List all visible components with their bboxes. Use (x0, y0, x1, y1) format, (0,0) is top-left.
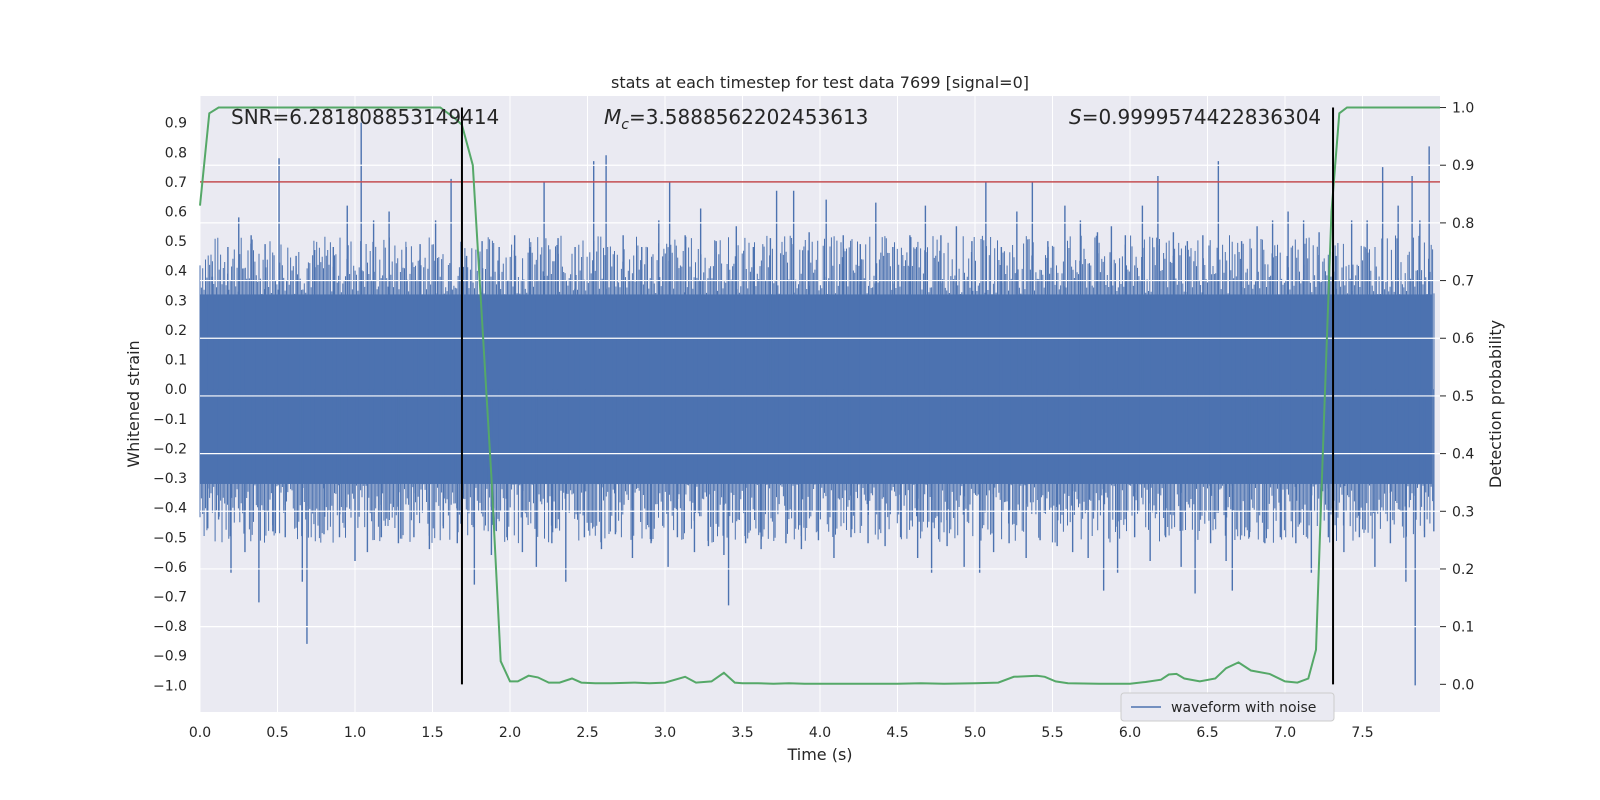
x-axis-ticks: 0.0 0.5 1.0 1.5 2.0 2.5 3.0 3.5 4.0 4.5 5.0 5.5 6.0 6… (189, 725, 1374, 741)
y-axis-ticks: 0.9 0.8 0.7 0.6 0.5 0.4 0.3 0.2 0.1 0.0 −0.1 −0.2 −0… (153, 116, 187, 695)
y2-tick-label: 0.8 (1452, 216, 1474, 232)
vertical-markers (460, 107, 1335, 685)
y2-tick-label: 1.0 (1452, 101, 1474, 117)
x-tick-label: 5.5 (1041, 725, 1063, 741)
y-tick-label: 0.4 (165, 264, 187, 280)
y2-tick-label: 0.1 (1452, 620, 1474, 636)
y-tick-label: −0.1 (153, 412, 187, 428)
x-tick-label: 1.5 (421, 725, 443, 741)
x-tick-label: 6.5 (1196, 725, 1218, 741)
x-tick-label: 7.0 (1274, 725, 1296, 741)
y-tick-label: −0.3 (153, 471, 187, 487)
x-axis-label: Time (s) (786, 745, 852, 764)
y-tick-label: 0.9 (165, 116, 187, 132)
legend-entry: waveform with noise (1171, 700, 1316, 716)
x-tick-label: 3.5 (731, 725, 753, 741)
detection-probability-line (199, 106, 1440, 685)
y-tick-label: −0.5 (153, 530, 187, 546)
chirp-mass-value: =3.5888562202453613 (629, 105, 868, 129)
x-tick-label: 0.0 (189, 725, 211, 741)
y-tick-label: 0.5 (165, 234, 187, 250)
y-tick-label: −0.4 (153, 501, 187, 517)
s-value: =0.9999574422836304 (1082, 105, 1321, 129)
y-tick-label: −0.9 (153, 649, 187, 665)
y-tick-label: 0.6 (165, 205, 187, 221)
y2-tick-label: 0.3 (1452, 504, 1474, 520)
y-tick-label: −0.7 (153, 590, 187, 606)
x-tick-label: 4.0 (809, 725, 831, 741)
chirp-mass-annotation: Mc=3.5888562202453613 (604, 105, 868, 133)
y2-tick-label: 0.7 (1452, 274, 1474, 290)
chirp-mass-symbol: M (604, 105, 621, 129)
y2-axis-ticks: 1.0 0.9 0.8 0.7 0.6 0.5 0.4 0.3 0.2 0.1 0.0 (1440, 101, 1474, 693)
waveform-series (199, 122, 1435, 686)
y2-tick-label: 0.0 (1452, 677, 1474, 693)
threshold-line (200, 164, 1440, 628)
y-tick-label: 0.8 (165, 145, 187, 161)
y2-tick-label: 0.6 (1452, 331, 1474, 347)
y-tick-label: 0.3 (165, 293, 187, 309)
y-tick-label: 0.2 (165, 323, 187, 339)
y-tick-label: 0.7 (165, 175, 187, 191)
y-axis-label: Whitened strain (124, 340, 143, 467)
x-tick-label: 4.5 (886, 725, 908, 741)
x-tick-label: 3.0 (654, 725, 676, 741)
y2-tick-label: 0.9 (1452, 158, 1474, 174)
legend-box (1120, 692, 1335, 722)
detection-probability-series (199, 106, 1440, 685)
x-tick-label: 2.5 (576, 725, 598, 741)
chirp-mass-subscript: c (621, 117, 629, 133)
x-tick-label: 1.0 (344, 725, 366, 741)
y-tick-label: −0.8 (153, 619, 187, 635)
y2-tick-label: 0.2 (1452, 562, 1474, 578)
chart-title: stats at each timestep for test data 769… (611, 73, 1029, 92)
s-annotation: S=0.9999574422836304 (1069, 105, 1321, 129)
x-tick-label: 2.0 (499, 725, 521, 741)
y2-tick-label: 0.4 (1452, 447, 1474, 463)
y-tick-label: 0.1 (165, 353, 187, 369)
y-tick-label: 0.0 (165, 382, 187, 398)
y-tick-label: −0.6 (153, 560, 187, 576)
x-tick-label: 5.0 (964, 725, 986, 741)
x-tick-label: 0.5 (266, 725, 288, 741)
x-tick-label: 6.0 (1119, 725, 1141, 741)
y2-axis-label: Detection probability (1486, 320, 1505, 488)
legend: waveform with noise (1120, 692, 1335, 722)
snr-annotation: SNR=6.281808853149414 (231, 105, 499, 129)
s-symbol: S (1069, 105, 1082, 129)
y2-tick-label: 0.5 (1452, 389, 1474, 405)
y-tick-label: −1.0 (153, 678, 187, 694)
y-tick-label: −0.2 (153, 441, 187, 457)
x-tick-label: 7.5 (1351, 725, 1373, 741)
